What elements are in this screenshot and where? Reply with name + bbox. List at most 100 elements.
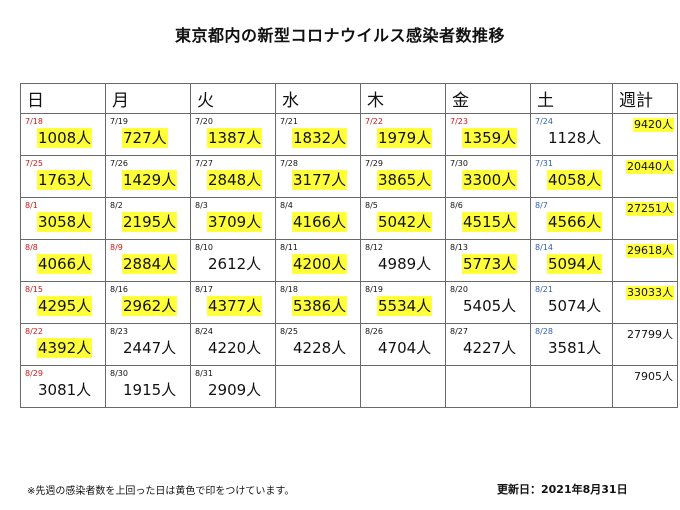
day-case-count: 1359人 bbox=[462, 128, 518, 148]
week-row: 8/29 3081人 8/30 1915人 8/31 2909人 7905人 bbox=[20, 365, 678, 408]
day-cell: 8/4 4166人 bbox=[275, 197, 361, 240]
day-cell: 8/28 3581人 bbox=[530, 323, 613, 366]
day-cell bbox=[445, 365, 531, 408]
day-date: 8/20 bbox=[450, 285, 468, 294]
day-case-count: 5094人 bbox=[547, 254, 603, 274]
day-case-count: 4515人 bbox=[462, 212, 518, 232]
day-date: 8/27 bbox=[450, 327, 468, 336]
day-case-count: 4377人 bbox=[207, 296, 263, 316]
day-case-count: 3865人 bbox=[377, 170, 433, 190]
day-cell: 8/1 3058人 bbox=[20, 197, 106, 240]
day-cell: 7/29 3865人 bbox=[360, 155, 446, 198]
day-cell bbox=[530, 365, 613, 408]
day-date: 8/28 bbox=[535, 327, 553, 336]
weekly-total-value: 29618人 bbox=[626, 244, 674, 258]
day-case-count: 5405人 bbox=[463, 297, 517, 315]
day-cell: 8/20 5405人 bbox=[445, 281, 531, 324]
day-date: 8/2 bbox=[110, 201, 123, 210]
day-case-count: 1832人 bbox=[292, 128, 348, 148]
day-date: 8/11 bbox=[280, 243, 298, 252]
day-date: 8/9 bbox=[110, 243, 123, 252]
day-case-count: 2962人 bbox=[122, 296, 178, 316]
day-cell: 7/28 3177人 bbox=[275, 155, 361, 198]
day-date: 8/14 bbox=[535, 243, 553, 252]
day-date: 7/26 bbox=[110, 159, 128, 168]
day-date: 8/24 bbox=[195, 327, 213, 336]
day-case-count: 727人 bbox=[122, 128, 168, 148]
day-date: 8/31 bbox=[195, 369, 213, 378]
header-row: 日 月 火 水 木 金 土 週計 bbox=[20, 83, 678, 114]
day-cell: 8/8 4066人 bbox=[20, 239, 106, 282]
day-date: 8/15 bbox=[25, 285, 43, 294]
header-sunday: 日 bbox=[20, 83, 106, 114]
day-case-count: 5042人 bbox=[377, 212, 433, 232]
day-cell: 7/25 1763人 bbox=[20, 155, 106, 198]
day-cell: 8/29 3081人 bbox=[20, 365, 106, 408]
day-date: 8/22 bbox=[25, 327, 43, 336]
day-case-count: 4066人 bbox=[37, 254, 93, 274]
day-case-count: 5773人 bbox=[462, 254, 518, 274]
header-wednesday: 水 bbox=[275, 83, 361, 114]
day-date: 7/27 bbox=[195, 159, 213, 168]
day-case-count: 2884人 bbox=[122, 254, 178, 274]
day-cell: 7/23 1359人 bbox=[445, 113, 531, 156]
day-case-count: 4058人 bbox=[547, 170, 603, 190]
day-case-count: 2195人 bbox=[122, 212, 178, 232]
header-saturday: 土 bbox=[530, 83, 613, 114]
day-date: 8/3 bbox=[195, 201, 208, 210]
day-cell: 8/24 4220人 bbox=[190, 323, 276, 366]
day-cell: 7/24 1128人 bbox=[530, 113, 613, 156]
day-case-count: 1008人 bbox=[37, 128, 93, 148]
week-row: 7/18 1008人 7/19 727人 7/20 1387人 7/21 1832人 7/22 1… bbox=[20, 113, 678, 156]
day-date: 7/22 bbox=[365, 117, 383, 126]
weekly-total-cell: 7905人 bbox=[612, 365, 678, 408]
weekly-total-cell: 27251人 bbox=[612, 197, 678, 240]
day-cell bbox=[360, 365, 446, 408]
week-row: 8/8 4066人 8/9 2884人 8/10 2612人 8/11 4200人 8/12 49… bbox=[20, 239, 678, 282]
day-case-count: 2447人 bbox=[123, 339, 177, 357]
day-case-count: 3058人 bbox=[37, 212, 93, 232]
day-date: 8/30 bbox=[110, 369, 128, 378]
footnote: ※先週の感染者数を上回った日は黄色で印をつけています。 bbox=[27, 486, 295, 497]
day-cell: 8/13 5773人 bbox=[445, 239, 531, 282]
weekly-total-cell: 20440人 bbox=[612, 155, 678, 198]
day-date: 7/29 bbox=[365, 159, 383, 168]
header-thursday: 木 bbox=[360, 83, 446, 114]
day-case-count: 4228人 bbox=[293, 339, 347, 357]
day-cell: 8/14 5094人 bbox=[530, 239, 613, 282]
day-date: 8/8 bbox=[25, 243, 38, 252]
week-row: 7/25 1763人 7/26 1429人 7/27 2848人 7/28 3177人 7/29… bbox=[20, 155, 678, 198]
day-cell: 8/31 2909人 bbox=[190, 365, 276, 408]
day-date: 7/25 bbox=[25, 159, 43, 168]
day-case-count: 4220人 bbox=[208, 339, 262, 357]
day-cell: 8/18 5386人 bbox=[275, 281, 361, 324]
day-date: 8/5 bbox=[365, 201, 378, 210]
week-row: 8/22 4392人 8/23 2447人 8/24 4220人 8/25 4228人 8/26… bbox=[20, 323, 678, 366]
day-cell: 8/26 4704人 bbox=[360, 323, 446, 366]
page-title: 東京都内の新型コロナウイルス感染者数推移 bbox=[174, 26, 505, 45]
day-cell: 8/25 4228人 bbox=[275, 323, 361, 366]
day-cell: 7/20 1387人 bbox=[190, 113, 276, 156]
weekly-total-cell: 33033人 bbox=[612, 281, 678, 324]
day-case-count: 4704人 bbox=[378, 339, 432, 357]
day-case-count: 5534人 bbox=[377, 296, 433, 316]
day-date: 8/12 bbox=[365, 243, 383, 252]
updated-date: 更新日：2021年8月31日 bbox=[497, 483, 628, 496]
day-case-count: 3709人 bbox=[207, 212, 263, 232]
day-cell: 8/21 5074人 bbox=[530, 281, 613, 324]
weekly-total-value: 27251人 bbox=[626, 202, 674, 216]
day-case-count: 5074人 bbox=[548, 297, 602, 315]
day-date: 8/1 bbox=[25, 201, 38, 210]
day-cell: 7/27 2848人 bbox=[190, 155, 276, 198]
day-date: 8/7 bbox=[535, 201, 548, 210]
day-cell: 7/22 1979人 bbox=[360, 113, 446, 156]
day-date: 7/21 bbox=[280, 117, 298, 126]
day-case-count: 2909人 bbox=[208, 381, 262, 399]
day-case-count: 1429人 bbox=[122, 170, 178, 190]
day-date: 7/23 bbox=[450, 117, 468, 126]
day-cell: 8/11 4200人 bbox=[275, 239, 361, 282]
weekly-total-value: 33033人 bbox=[626, 286, 674, 300]
weekly-total-value: 7905人 bbox=[634, 370, 673, 383]
day-case-count: 1979人 bbox=[377, 128, 433, 148]
weekly-total-cell: 9420人 bbox=[612, 113, 678, 156]
